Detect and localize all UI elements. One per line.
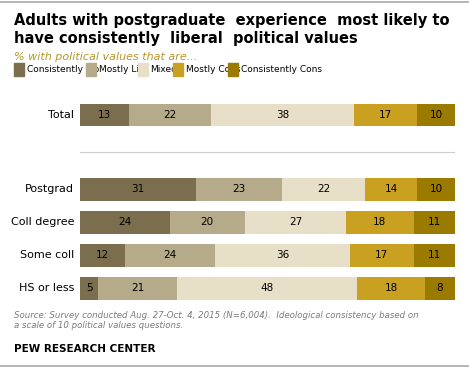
Text: 10: 10 [430,184,443,194]
Text: Total: Total [48,110,74,120]
Text: Source: Survey conducted Aug. 27-Oct. 4, 2015 (N=6,004).  Ideological consistenc: Source: Survey conducted Aug. 27-Oct. 4,… [14,311,419,330]
Bar [215,244,350,267]
Bar [98,277,177,300]
Text: 22: 22 [163,110,176,120]
Bar [354,104,417,127]
Text: Mostly Lib: Mostly Lib [98,66,144,74]
Text: % with political values that are...: % with political values that are... [14,52,197,62]
Bar [80,244,125,267]
Bar [346,211,414,234]
Text: 23: 23 [233,184,246,194]
Text: 48: 48 [261,283,274,294]
Text: 18: 18 [373,217,386,227]
Text: Adults with postgraduate  experience  most likely to: Adults with postgraduate experience most… [14,13,450,28]
Text: Consistently Cons: Consistently Cons [241,66,322,74]
Text: 5: 5 [86,283,92,294]
Text: 12: 12 [96,251,109,261]
Text: 24: 24 [118,217,131,227]
Text: Mostly Cons: Mostly Cons [186,66,240,74]
Bar [129,104,211,127]
Text: 17: 17 [375,251,388,261]
Bar [350,244,414,267]
Text: 14: 14 [385,184,398,194]
Bar [170,211,245,234]
Text: 11: 11 [428,251,441,261]
Bar [80,104,129,127]
Bar [125,244,215,267]
Text: PEW RESEARCH CENTER: PEW RESEARCH CENTER [14,344,156,354]
Bar [414,211,455,234]
Text: 13: 13 [98,110,111,120]
Bar [417,104,455,127]
Text: 10: 10 [430,110,443,120]
Bar [357,277,425,300]
Text: 18: 18 [385,283,398,294]
Bar [425,277,455,300]
Text: 21: 21 [131,283,144,294]
Text: Coll degree: Coll degree [11,217,74,227]
Bar [211,104,354,127]
Text: 27: 27 [289,217,302,227]
Bar [414,244,455,267]
Text: Consistently Lib: Consistently Lib [27,66,99,74]
Text: Postgrad: Postgrad [25,184,74,194]
Text: 31: 31 [131,184,144,194]
Bar [365,178,417,201]
Text: HS or less: HS or less [19,283,74,294]
Text: 36: 36 [276,251,289,261]
Text: 8: 8 [437,283,443,294]
Bar [417,178,455,201]
Text: 24: 24 [163,251,176,261]
Bar [80,211,170,234]
Text: 17: 17 [379,110,392,120]
Bar [80,277,98,300]
Text: have consistently  liberal  political values: have consistently liberal political valu… [14,31,358,46]
Bar [177,277,357,300]
Text: 22: 22 [317,184,330,194]
Text: 38: 38 [276,110,289,120]
Bar [80,178,196,201]
Text: Some coll: Some coll [20,251,74,261]
Bar [282,178,365,201]
Text: 11: 11 [428,217,441,227]
Text: 20: 20 [201,217,214,227]
Text: Mixed: Mixed [151,66,177,74]
Bar [196,178,282,201]
Bar [245,211,346,234]
